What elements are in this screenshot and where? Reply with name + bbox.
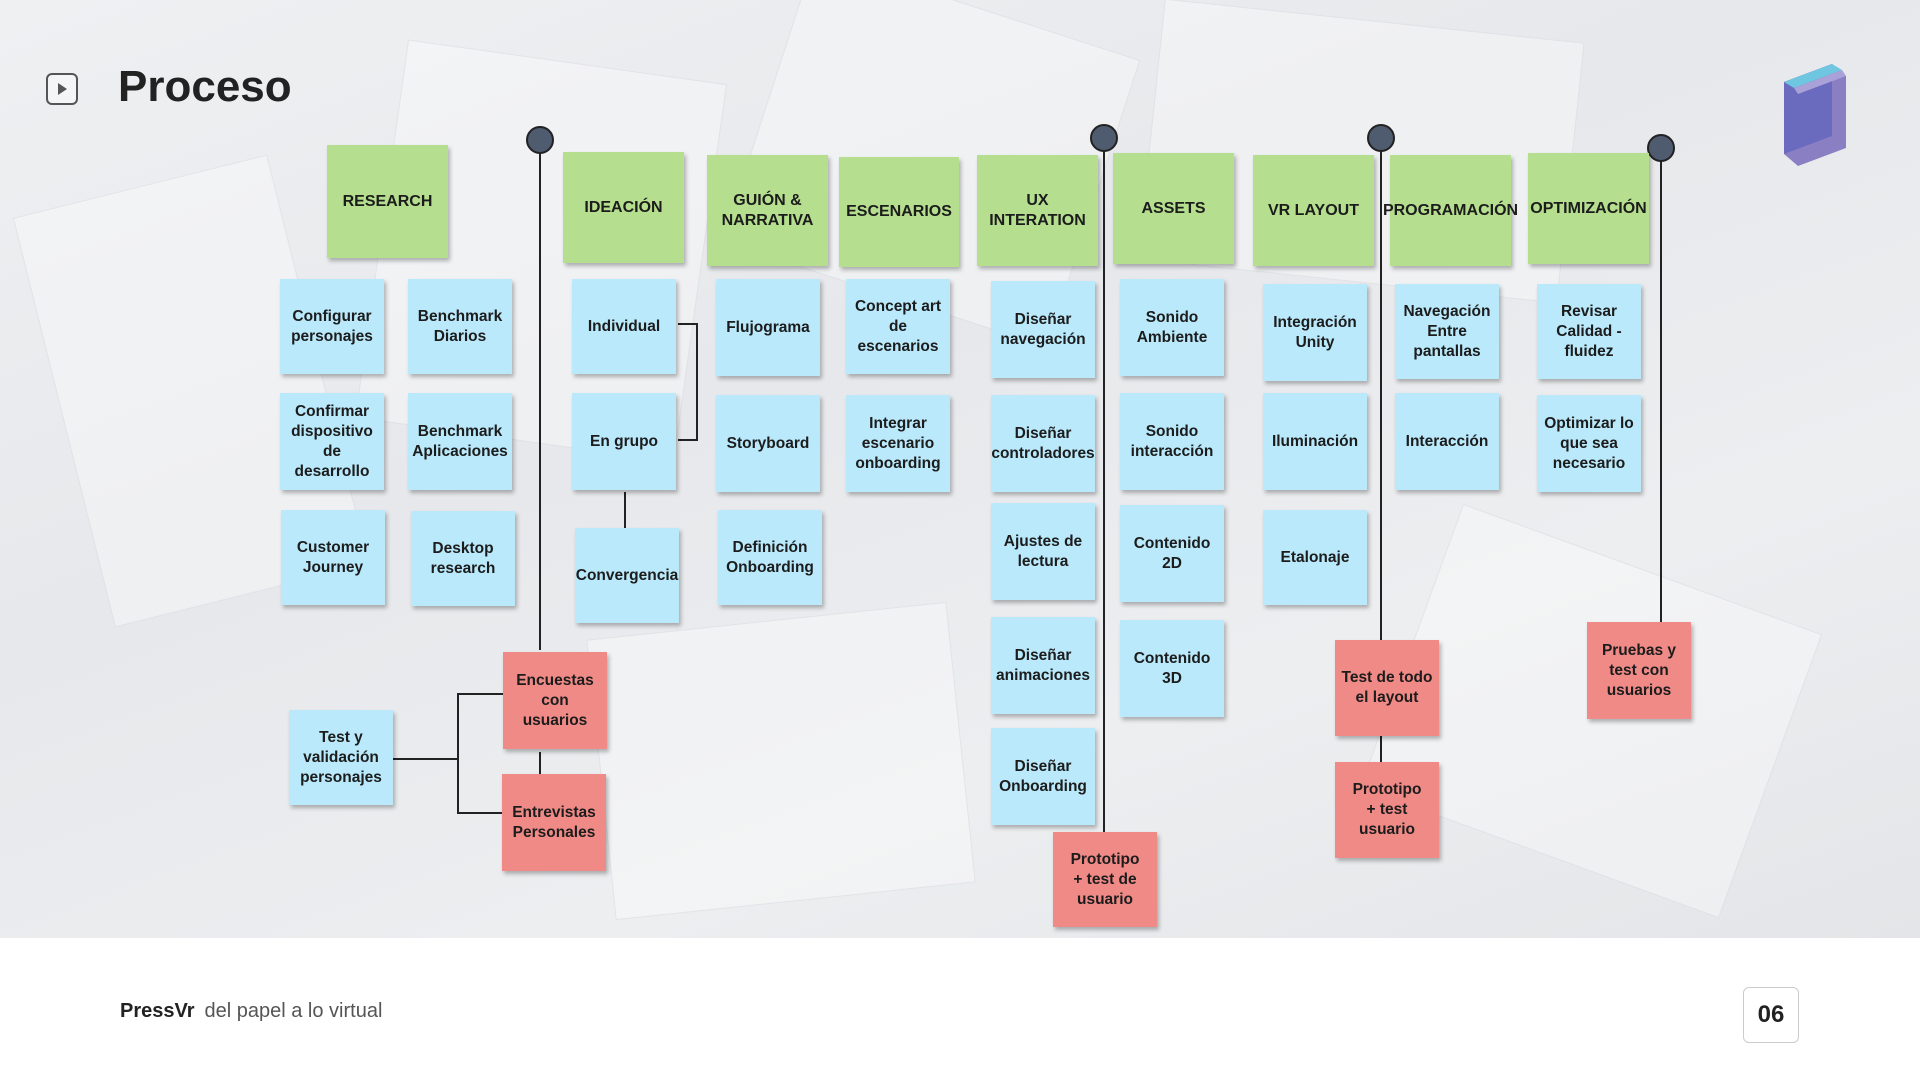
connector-lines (393, 124, 1675, 832)
task-note: Flujograma (716, 279, 820, 376)
timeline-pin (1367, 124, 1395, 152)
milestone-note: Entrevistas Personales (502, 774, 606, 871)
task-note: Integración Unity (1263, 284, 1367, 381)
task-note: Benchmark Aplicaciones (408, 393, 512, 490)
brand-name: PressVr (120, 1000, 195, 1022)
milestone-note: Test de todo el layout (1335, 640, 1439, 736)
task-note: Sonido Ambiente (1120, 279, 1224, 376)
task-note: Diseñar animaciones (991, 617, 1095, 714)
brand-tagline: del papel a lo virtual (204, 1000, 383, 1022)
task-note: Iluminación (1263, 393, 1367, 490)
task-note: Etalonaje (1263, 510, 1367, 605)
task-note: Storyboard (716, 395, 820, 492)
task-note: Optimizar lo que sea necesario (1537, 395, 1641, 492)
play-button[interactable] (46, 73, 78, 105)
task-note: En grupo (572, 393, 676, 490)
task-note: Diseñar Onboarding (991, 728, 1095, 825)
footer-brand: PressVr del papel a lo virtual (120, 1000, 382, 1023)
timeline-pin (1090, 124, 1118, 152)
task-note: Navegación Entre pantallas (1395, 284, 1499, 379)
task-note: Diseñar controladores (991, 395, 1095, 492)
milestone-note: Prototipo + test usuario (1335, 762, 1439, 858)
play-icon (58, 83, 67, 95)
header-ux: UX INTERATION (977, 155, 1098, 266)
task-note: Sonido interacción (1120, 393, 1224, 490)
task-note: Diseñar navegación (991, 281, 1095, 378)
header-research: RESEARCH (327, 145, 448, 258)
task-note: Concept art de escenarios (846, 279, 950, 374)
page-title: Proceso (118, 62, 292, 111)
task-note: Desktop research (411, 511, 515, 606)
task-note: Ajustes de lectura (991, 503, 1095, 600)
header-guion: GUIÓN & NARRATIVA (707, 155, 828, 266)
timeline-pin (526, 126, 554, 154)
header-programacion: PROGRAMACIÓN (1383, 155, 1518, 266)
task-note: Customer Journey (281, 510, 385, 605)
task-note: Confirmar dispositivo de desarrollo (280, 393, 384, 490)
header-optimizacion: OPTIMIZACIÓN (1528, 153, 1649, 264)
timeline-pin (1647, 134, 1675, 162)
header-vr-layout: VR LAYOUT (1253, 155, 1374, 266)
task-note: Integrar escenario onboarding (846, 395, 950, 492)
task-note: Configurar personajes (280, 279, 384, 374)
page-number: 06 (1743, 987, 1799, 1043)
task-note: Contenido 2D (1120, 505, 1224, 602)
milestone-note: Prototipo + test de usuario (1053, 832, 1157, 927)
task-note: Definición Onboarding (718, 510, 822, 605)
milestone-note: Pruebas y test con usuarios (1587, 622, 1691, 719)
task-note: Interacción (1395, 393, 1499, 490)
task-note: Contenido 3D (1120, 620, 1224, 717)
task-note: Convergencia (575, 528, 679, 623)
header-escenarios: ESCENARIOS (839, 157, 959, 267)
milestone-note: Encuestas con usuarios (503, 652, 607, 749)
header-ideacion: IDEACIÓN (563, 152, 684, 263)
header-assets: ASSETS (1113, 153, 1234, 264)
task-note: Benchmark Diarios (408, 279, 512, 374)
task-note: Test y validación personajes (289, 710, 393, 805)
book-logo-icon (1784, 64, 1846, 166)
task-note: Individual (572, 279, 676, 374)
task-note: Revisar Calidad - fluidez (1537, 284, 1641, 379)
